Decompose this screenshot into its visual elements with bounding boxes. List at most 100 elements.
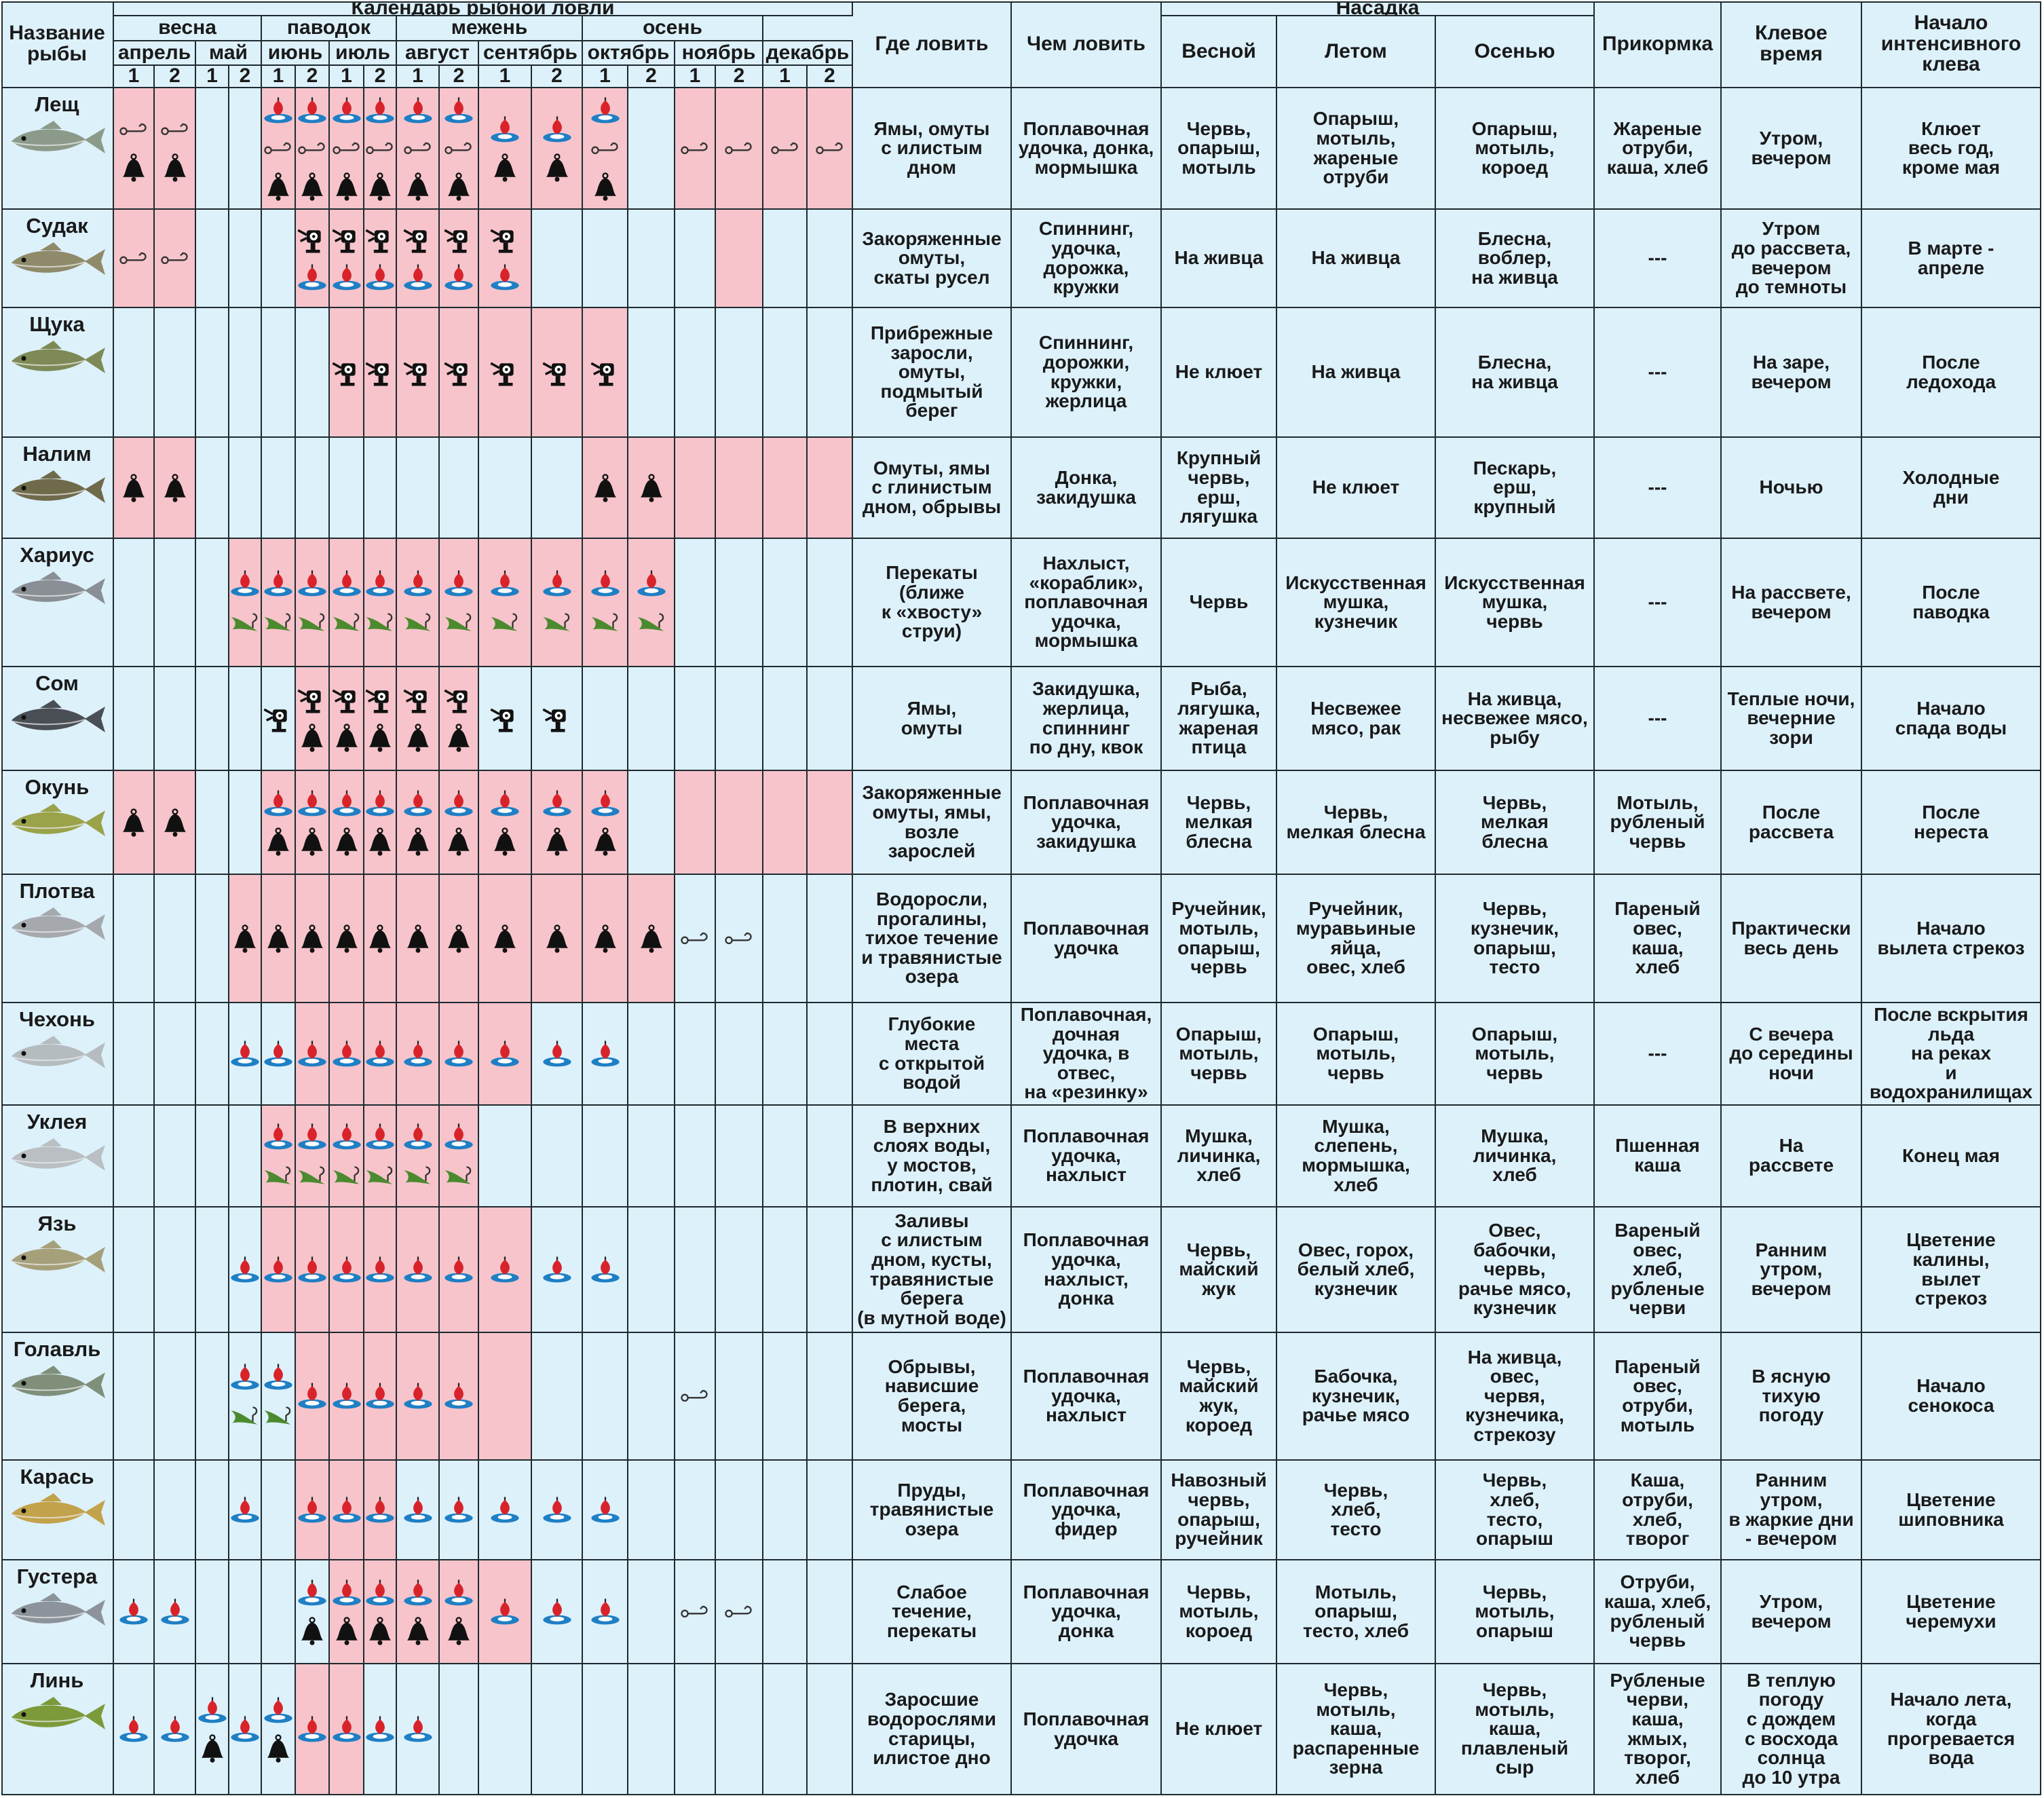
how-cell: Поплавочная удочка, донка bbox=[1012, 1560, 1162, 1664]
float-rod-icon bbox=[332, 96, 361, 123]
month-slot bbox=[479, 210, 532, 308]
bait-header: Насадка bbox=[1162, 1, 1595, 16]
month-slot bbox=[716, 875, 763, 1003]
month-slot bbox=[440, 1664, 479, 1795]
month-slot bbox=[583, 1560, 628, 1664]
float-rod-icon bbox=[366, 1256, 394, 1282]
month-slot bbox=[397, 1560, 440, 1664]
month-slot bbox=[479, 875, 532, 1003]
spinning-reel-icon bbox=[490, 362, 514, 386]
bait-summer-header: Летом bbox=[1277, 16, 1436, 88]
bell-donka-icon bbox=[493, 827, 516, 856]
month-slot bbox=[716, 308, 763, 438]
fish-name: Сом bbox=[35, 671, 79, 695]
how-cell: Поплавочная удочка, донка, мормышка bbox=[1012, 88, 1162, 210]
spring-cell: Навозный червь, опарыш, ручейник bbox=[1162, 1461, 1277, 1560]
autumn-cell: Пескарь, ерш, крупный bbox=[1436, 438, 1595, 539]
fly-lure-icon bbox=[366, 1166, 393, 1184]
spring-cell: Не клюет bbox=[1162, 308, 1277, 438]
float-rod-icon bbox=[403, 789, 432, 816]
bell-donka-icon bbox=[301, 827, 324, 856]
spinning-reel-icon bbox=[490, 708, 514, 732]
hook-icon bbox=[681, 142, 708, 154]
bell-donka-icon bbox=[493, 153, 516, 182]
month-slot bbox=[262, 1106, 296, 1207]
month-slot bbox=[155, 771, 196, 875]
month-slot bbox=[763, 88, 808, 210]
spinning-reel-icon bbox=[490, 229, 514, 253]
bell-donka-icon bbox=[335, 924, 358, 953]
month-slot bbox=[440, 667, 479, 771]
month-slot bbox=[675, 1003, 716, 1106]
month-slot bbox=[808, 1207, 853, 1333]
month-slot bbox=[114, 1106, 155, 1207]
autumn-cell: Блесна, на живца bbox=[1436, 308, 1595, 438]
month-5: сентябрь bbox=[479, 41, 583, 66]
bell-donka-icon bbox=[640, 473, 662, 502]
where-cell: Закоряженные омуты, ямы, возле зарослей bbox=[853, 771, 1012, 875]
bell-donka-icon bbox=[368, 172, 392, 201]
month-slot bbox=[155, 308, 196, 438]
half-8-1: 1 bbox=[763, 66, 808, 88]
month-slot bbox=[296, 438, 330, 539]
month-slot bbox=[397, 1003, 440, 1106]
month-slot bbox=[364, 771, 397, 875]
month-slot bbox=[114, 1461, 155, 1560]
month-slot bbox=[296, 1333, 330, 1461]
month-slot bbox=[532, 1560, 583, 1664]
float-rod-icon bbox=[403, 96, 432, 123]
month-slot bbox=[808, 1560, 853, 1664]
hook-icon bbox=[264, 142, 291, 154]
month-slot bbox=[196, 667, 229, 771]
month-slot bbox=[808, 308, 853, 438]
spinning-reel-icon bbox=[297, 229, 321, 253]
float-rod-icon bbox=[332, 1040, 361, 1066]
float-rod-icon bbox=[160, 1715, 189, 1742]
float-rod-icon bbox=[231, 1364, 259, 1390]
how-cell: Нахлыст, «кораблик», поплавочная удочка,… bbox=[1012, 539, 1162, 667]
month-slot bbox=[364, 1207, 397, 1333]
float-rod-icon bbox=[444, 1123, 473, 1150]
groundbait-cell: --- bbox=[1595, 539, 1722, 667]
how-cell: Поплавочная удочка, нахлыст, донка bbox=[1012, 1207, 1162, 1333]
hook-icon bbox=[590, 142, 618, 154]
month-slot bbox=[296, 88, 330, 210]
month-slot bbox=[296, 1106, 330, 1207]
bell-donka-icon bbox=[335, 1616, 358, 1645]
month-slot bbox=[229, 771, 262, 875]
float-rod-icon bbox=[231, 1496, 259, 1522]
bell-donka-icon bbox=[546, 924, 568, 953]
autumn-cell: Червь, мелкая блесна bbox=[1436, 771, 1595, 875]
month-slot bbox=[716, 88, 763, 210]
month-slot bbox=[114, 308, 155, 438]
month-slot bbox=[364, 539, 397, 667]
month-slot bbox=[763, 1003, 808, 1106]
month-slot bbox=[196, 1003, 229, 1106]
how-cell: Поплавочная удочка, закидушка bbox=[1012, 771, 1162, 875]
month-slot bbox=[583, 667, 628, 771]
month-slot bbox=[262, 1003, 296, 1106]
month-slot bbox=[532, 210, 583, 308]
where-header: Где ловить bbox=[853, 1, 1012, 88]
float-rod-icon bbox=[444, 569, 473, 596]
month-slot bbox=[262, 88, 296, 210]
bell-donka-icon bbox=[122, 153, 145, 182]
float-rod-icon bbox=[444, 789, 473, 816]
fish-name: Язь bbox=[37, 1212, 77, 1235]
month-slot bbox=[628, 88, 675, 210]
bell-donka-icon bbox=[594, 924, 616, 953]
fish-illustration bbox=[12, 340, 105, 373]
fish-name-cell: Густера bbox=[1, 1560, 114, 1664]
intense-start-cell: Цветение черемухи bbox=[1862, 1560, 2041, 1664]
month-slot bbox=[532, 1207, 583, 1333]
spring-cell: Червь, майский жук bbox=[1162, 1207, 1277, 1333]
float-rod-icon bbox=[542, 1496, 571, 1522]
month-slot bbox=[808, 88, 853, 210]
float-rod-icon bbox=[444, 1040, 473, 1066]
fish-name: Голавль bbox=[13, 1337, 101, 1361]
month-slot bbox=[763, 875, 808, 1003]
month-slot bbox=[196, 1333, 229, 1461]
spring-cell: Крупный червь, ерш, лягушка bbox=[1162, 438, 1277, 539]
spinning-reel-icon bbox=[331, 689, 356, 713]
